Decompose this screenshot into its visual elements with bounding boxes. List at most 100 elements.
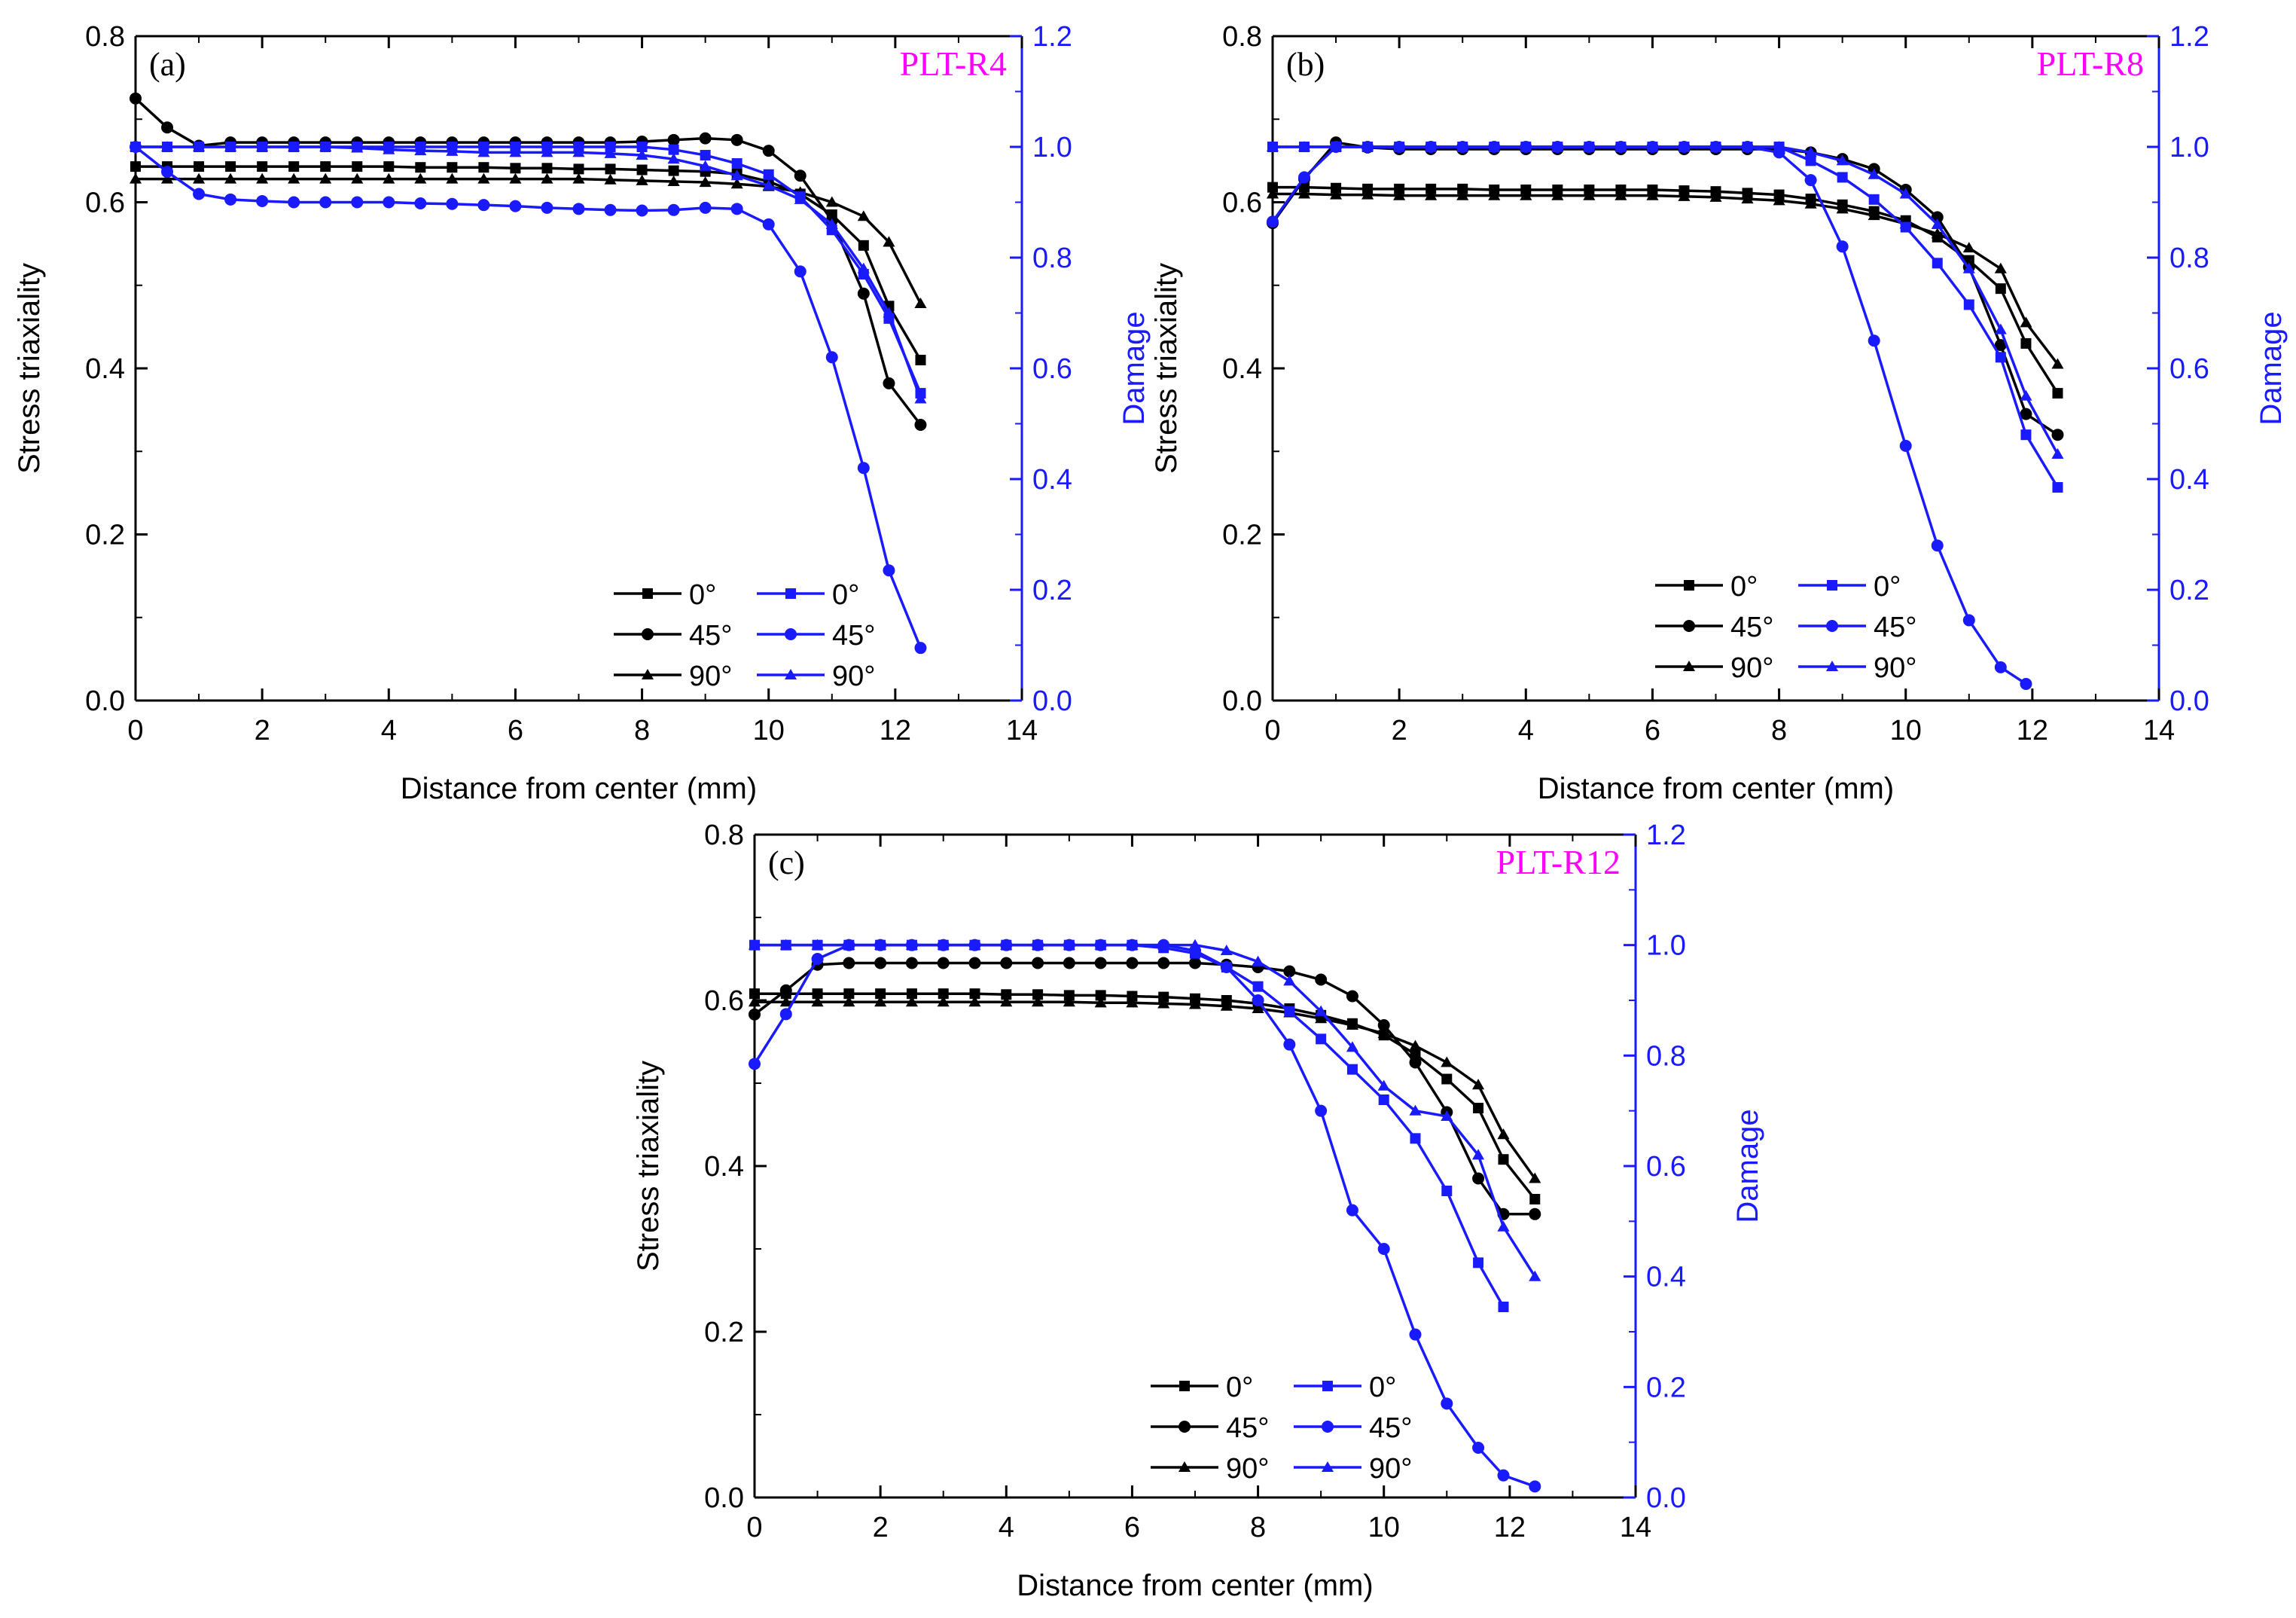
data-point: [257, 161, 268, 172]
series-left-triangle: [748, 996, 1541, 1183]
data-point: [1472, 1079, 1485, 1090]
data-point: [1220, 961, 1233, 973]
data-point: [1995, 352, 2006, 363]
data-point: [130, 161, 141, 172]
data-point: [1868, 194, 1880, 205]
data-point: [1410, 1049, 1421, 1060]
x-tick-label: 2: [1392, 715, 1407, 746]
data-point: [883, 377, 895, 389]
data-point: [541, 201, 553, 214]
data-point: [1283, 1038, 1296, 1051]
y-tick-label: 0.6: [85, 188, 125, 219]
legend-marker-right: [1322, 1421, 1334, 1433]
legend-marker-left: [1178, 1421, 1191, 1433]
y-tick-label: 0.2: [704, 1317, 744, 1348]
chart-title: PLT-R4: [900, 44, 1007, 83]
y2-tick-label: 0.2: [1032, 575, 1072, 606]
data-point: [1488, 140, 1501, 152]
legend-label-left: 45°: [1730, 612, 1773, 643]
data-point: [351, 142, 364, 153]
series-line: [1271, 141, 2059, 436]
data-point: [700, 150, 711, 161]
data-point: [224, 193, 237, 206]
data-point: [193, 172, 206, 184]
x-tick-label: 14: [2143, 715, 2175, 746]
data-point: [1297, 140, 1311, 152]
data-point: [1315, 1012, 1328, 1024]
series-left-circle: [130, 92, 927, 431]
legend-marker-left: [1179, 1381, 1190, 1391]
data-point: [779, 939, 792, 950]
legend-label-right: 0°: [1369, 1372, 1396, 1403]
data-point: [572, 172, 585, 184]
x-tick-label: 4: [381, 715, 397, 746]
y2-axis-label: Damage: [1731, 1109, 1764, 1223]
x-tick-label: 6: [508, 715, 523, 746]
data-point: [1441, 1397, 1453, 1410]
data-point: [1094, 997, 1107, 1008]
data-point: [541, 146, 553, 157]
legend-label-left: 45°: [689, 620, 732, 652]
data-point: [914, 392, 927, 404]
legend-label-left: 90°: [1730, 652, 1773, 684]
data-point: [573, 163, 584, 175]
data-point: [874, 957, 887, 969]
data-point: [1963, 299, 1974, 310]
data-point: [414, 145, 427, 156]
data-point: [1836, 203, 1849, 214]
x-tick-label: 4: [999, 1512, 1014, 1543]
legend: 0° 0° 45° 45° 90° 90°: [614, 579, 875, 692]
data-point: [1409, 1039, 1422, 1051]
data-point: [857, 287, 870, 300]
data-point: [161, 121, 174, 134]
data-point: [319, 172, 332, 184]
data-point: [1472, 1149, 1485, 1160]
data-point: [1315, 973, 1328, 986]
series-right-triangle: [748, 939, 1541, 1281]
data-point: [825, 218, 838, 229]
y2-tick-label: 0.6: [2169, 353, 2209, 385]
data-point: [288, 172, 300, 184]
series-right-circle: [749, 939, 1541, 1493]
data-point: [1252, 1002, 1264, 1014]
data-point: [843, 939, 855, 950]
data-point: [1063, 957, 1075, 969]
data-point: [1773, 140, 1785, 152]
x-tick-label: 6: [1124, 1512, 1140, 1543]
data-point: [1266, 188, 1279, 199]
data-point: [1773, 194, 1785, 206]
data-point: [748, 996, 761, 1007]
y2-tick-label: 1.0: [1032, 132, 1072, 163]
data-point: [1837, 172, 1848, 183]
data-point: [1994, 323, 2007, 334]
data-point: [541, 172, 553, 184]
chart-panel-c: 0 2 4 6 8 10 12 140.00.20.40.60.80.00.20.40.60.…: [632, 820, 1764, 1602]
data-point: [1425, 189, 1438, 200]
data-point: [194, 161, 205, 172]
y2-tick-label: 0.4: [2169, 464, 2209, 496]
data-point: [446, 197, 459, 210]
data-point: [1394, 183, 1405, 194]
data-point: [1646, 140, 1659, 152]
data-point: [510, 163, 521, 174]
data-point: [1377, 1079, 1390, 1091]
data-point: [914, 418, 927, 431]
x-tick-label: 2: [255, 715, 270, 746]
data-point: [749, 988, 760, 1000]
data-point: [1298, 171, 1311, 184]
chart-title: PLT-R8: [2037, 44, 2144, 83]
x-tick-label: 14: [1006, 715, 1038, 746]
series-left-triangle: [1266, 188, 2064, 369]
y-tick-label: 0.8: [704, 820, 744, 851]
data-point: [383, 143, 395, 154]
series-line: [136, 177, 922, 304]
data-point: [1709, 191, 1722, 202]
data-point: [905, 996, 918, 1007]
series-right-triangle: [1266, 140, 2064, 459]
legend-marker-right: [1322, 1381, 1333, 1391]
data-point: [1520, 140, 1532, 152]
legend-label-left: 45°: [1226, 1412, 1269, 1444]
data-point: [1520, 189, 1532, 200]
data-point: [779, 984, 792, 997]
